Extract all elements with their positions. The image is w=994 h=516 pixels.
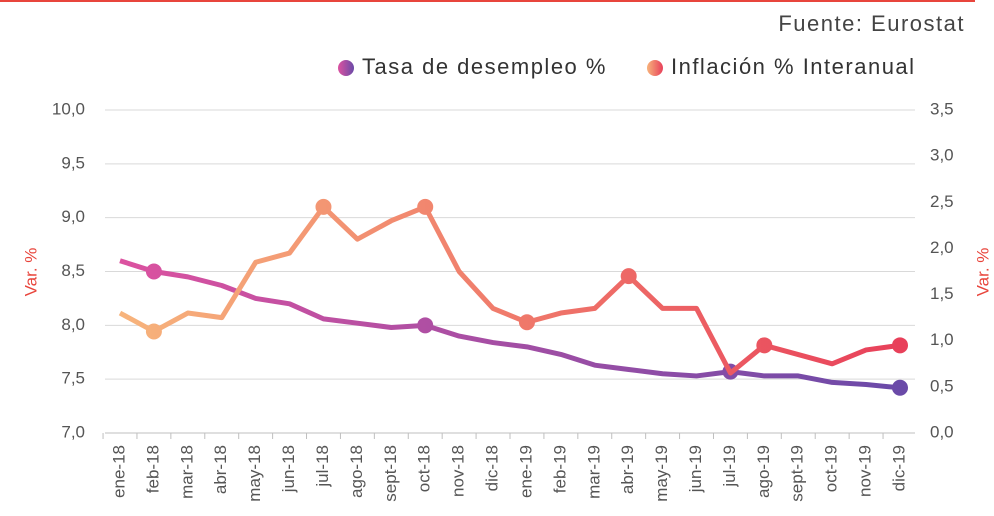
- y-tick-label: 8,0: [61, 315, 85, 334]
- y2-tick-label: 1,0: [930, 330, 954, 349]
- x-tick-label: jun-18: [279, 445, 298, 493]
- x-tick-label: mar-19: [584, 445, 603, 499]
- point-marker: [892, 379, 908, 396]
- y-tick-label: 7,5: [61, 369, 85, 388]
- x-tick-label: mar-18: [177, 445, 196, 499]
- x-tick-label: ago-18: [347, 445, 366, 498]
- y2-tick-label: 3,0: [930, 146, 954, 165]
- y-tick-label: 9,5: [61, 153, 85, 172]
- x-tick-label: ene-19: [516, 445, 535, 498]
- legend-marker: [338, 60, 354, 76]
- point-marker: [518, 314, 535, 331]
- y2-tick-label: 3,5: [930, 99, 954, 118]
- point-marker: [417, 198, 434, 215]
- legend-label: Tasa de desempleo %: [362, 54, 607, 79]
- point-marker: [756, 337, 773, 354]
- x-tick-label: jun-19: [686, 445, 705, 493]
- legend-marker: [646, 60, 663, 76]
- y-tick-label: 9,0: [61, 207, 85, 226]
- x-tick-label: ene-18: [109, 445, 128, 498]
- y2-tick-label: 2,5: [930, 192, 954, 211]
- y-tick-label: 10,0: [52, 99, 85, 118]
- y2-tick-label: 0,5: [930, 376, 954, 395]
- point-marker: [892, 337, 908, 354]
- point-marker: [417, 317, 434, 334]
- x-tick-label: nov-19: [856, 445, 875, 497]
- x-tick-label: nov-18: [449, 445, 468, 497]
- x-tick-label: abr-19: [618, 445, 637, 494]
- x-tick-label: may-19: [652, 445, 671, 502]
- legend-label: Inflación % Interanual: [671, 54, 916, 79]
- x-tick-label: feb-18: [143, 445, 162, 493]
- x-tick-label: sept-19: [788, 445, 807, 502]
- source: Fuente: Eurostat: [778, 11, 965, 36]
- x-tick-label: sept-18: [381, 445, 400, 502]
- x-tick-label: oct-19: [822, 445, 841, 492]
- point-marker: [145, 323, 162, 340]
- y2-tick-label: 0,0: [930, 422, 954, 441]
- y-axis-title: Var. %: [21, 248, 40, 297]
- y-tick-label: 8,5: [61, 261, 85, 280]
- point-marker: [315, 198, 332, 215]
- x-tick-label: jul-18: [313, 445, 332, 488]
- x-tick-label: may-18: [245, 445, 264, 502]
- x-tick-label: dic-19: [889, 445, 908, 491]
- y-tick-label: 7,0: [61, 422, 85, 441]
- series-line: [118, 204, 901, 376]
- y2-tick-label: 2,0: [930, 238, 954, 257]
- x-tick-label: jul-19: [720, 445, 739, 488]
- series-line: [119, 258, 901, 391]
- x-tick-label: feb-19: [550, 445, 569, 493]
- y2-axis-title: Var. %: [973, 248, 992, 297]
- x-tick-label: dic-18: [483, 445, 502, 491]
- point-marker: [145, 263, 162, 280]
- x-tick-label: oct-18: [415, 445, 434, 492]
- y2-tick-label: 1,5: [930, 284, 954, 303]
- point-marker: [620, 268, 637, 285]
- x-tick-label: ago-19: [754, 445, 773, 498]
- x-tick-label: abr-18: [211, 445, 230, 494]
